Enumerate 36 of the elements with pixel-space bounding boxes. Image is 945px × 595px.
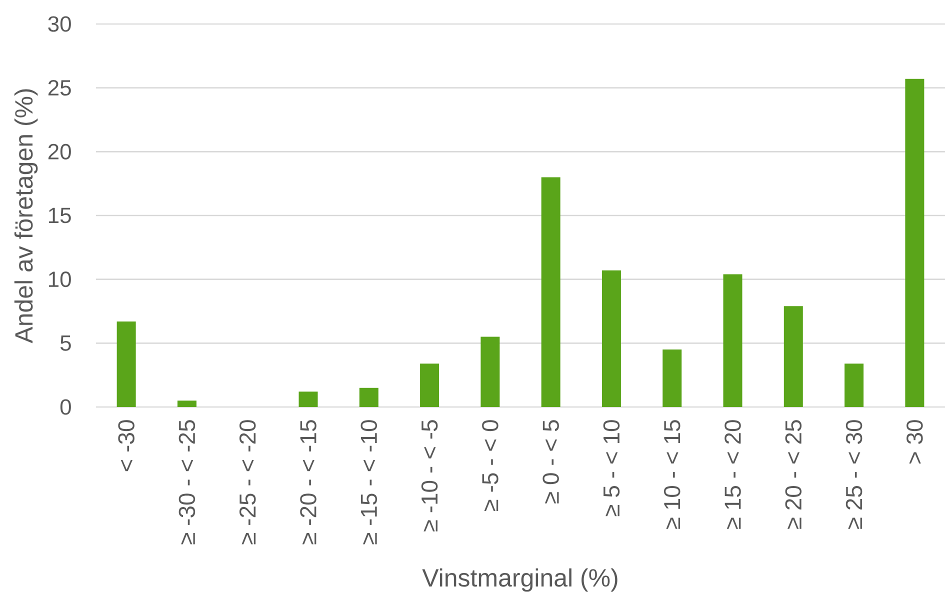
x-tick-label: ≥ -30 - < -25 <box>178 420 196 544</box>
y-tick-label: 25 <box>48 80 71 96</box>
x-tick-label: ≥ 10 - < 15 <box>664 420 680 529</box>
x-tick-label: ≥ -15 - < -10 <box>360 420 378 544</box>
x-tick-label: ≥ -5 - < 0 <box>482 420 498 511</box>
bar <box>480 336 500 408</box>
x-axis-title: Vinstmarginal (%) <box>422 568 618 592</box>
bar <box>844 364 864 408</box>
bar <box>905 78 924 408</box>
x-tick-label: ≥ 5 - < 10 <box>603 420 620 516</box>
bar <box>359 388 378 408</box>
x-tick-label: ≥ 20 - < 25 <box>785 420 802 529</box>
bar <box>298 392 318 408</box>
bar <box>602 270 621 408</box>
bar <box>177 400 196 408</box>
bar <box>662 350 682 408</box>
bar <box>420 364 440 408</box>
y-axis-title: Andel av företagen (%) <box>14 89 38 344</box>
y-tick-label: 0 <box>60 399 71 415</box>
x-tick-label: ≥ -20 - < -15 <box>300 420 316 544</box>
y-tick-label: 5 <box>60 335 71 351</box>
bar <box>784 306 803 408</box>
y-tick-label: 20 <box>48 144 71 160</box>
bar <box>723 274 742 408</box>
bar <box>541 177 560 408</box>
x-tick-label: ≥ 0 - < 5 <box>542 420 559 504</box>
y-tick-label: 30 <box>48 16 71 32</box>
bar <box>116 321 136 408</box>
y-tick-label: 10 <box>49 272 71 288</box>
x-tick-label: ≥ -25 - < -20 <box>239 420 256 544</box>
x-tick-label: > 30 <box>906 420 923 464</box>
x-tick-label: ≥ -10 - < -5 <box>421 420 438 532</box>
x-tick-label: ≥ 15 - < 20 <box>724 420 741 529</box>
x-tick-label: ≥ 25 - < 30 <box>846 420 862 529</box>
x-tick-label: < -30 <box>118 420 134 472</box>
y-tick-label: 15 <box>49 208 71 224</box>
